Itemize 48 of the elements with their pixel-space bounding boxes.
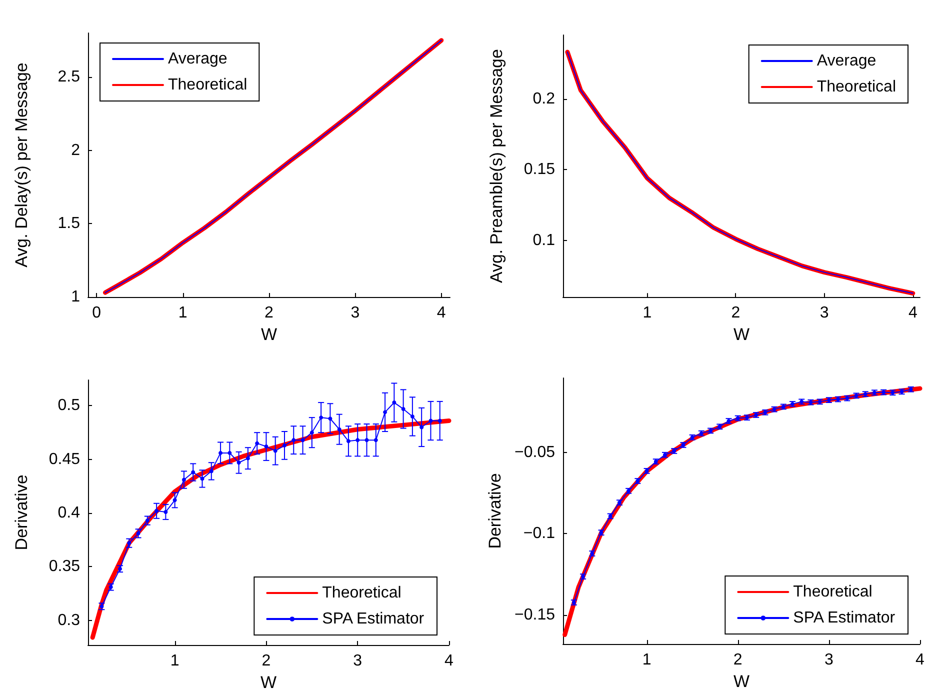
y-tick-label: 0.1 [532,232,556,249]
legend-label: Theoretical [816,78,896,96]
x-tick-label: 1 [170,652,180,670]
x-axis-title: W [733,325,750,344]
y-tick-label: 2.5 [58,68,80,86]
y-tick-label: 0.35 [48,558,80,576]
x-tick-label: 4 [444,652,454,670]
x-axis-title: W [733,672,750,691]
y-tick-label: −0.15 [514,606,556,624]
x-tick-label: 3 [824,652,834,668]
y-axis-title: Avg. Delay(s) per Message [12,62,31,268]
x-tick-label: 1 [178,304,188,322]
y-tick-label: 2 [71,142,80,159]
x-tick-label: 1 [642,304,652,322]
x-tick-label: 3 [350,304,360,322]
x-tick-label: 4 [908,304,918,322]
x-tick-label: 3 [353,652,362,670]
legend-label: SPA Estimator [322,610,425,628]
x-tick-label: 3 [820,304,829,322]
legend-label: Average [816,52,876,70]
legend-label: Average [168,50,228,68]
y-tick-label: 1 [71,288,80,306]
y-axis-title: Avg. Preamble(s) per Message [487,49,506,284]
x-tick-label: 2 [733,652,742,668]
legend-label: Theoretical [322,584,402,602]
x-tick-label: 4 [436,304,446,322]
y-axis-title: Derivative [12,474,31,550]
legend-label: Theoretical [793,584,872,600]
x-tick-label: 0 [92,304,102,322]
y-tick-label: −0.1 [523,525,556,542]
x-tick-label: 2 [264,304,274,322]
y-tick-label: 0.2 [532,90,556,108]
x-axis-title: W [260,324,278,344]
y-tick-label: 0.5 [58,397,80,414]
y-tick-label: 0.4 [58,504,80,522]
y-tick-label: 0.3 [58,612,80,629]
y-axis-title: Derivative [486,473,505,549]
y-tick-label: 0.15 [524,161,556,178]
x-axis-title: W [260,672,277,692]
y-tick-label: −0.05 [514,444,556,462]
x-tick-label: 1 [642,652,652,668]
legend-label: Theoretical [168,76,248,94]
legend-label: SPA Estimator [793,610,896,626]
x-tick-label: 2 [731,304,740,322]
x-tick-label: 4 [916,652,925,668]
x-tick-label: 2 [262,652,271,670]
y-tick-label: 0.45 [48,450,80,468]
y-tick-label: 1.5 [58,215,80,232]
